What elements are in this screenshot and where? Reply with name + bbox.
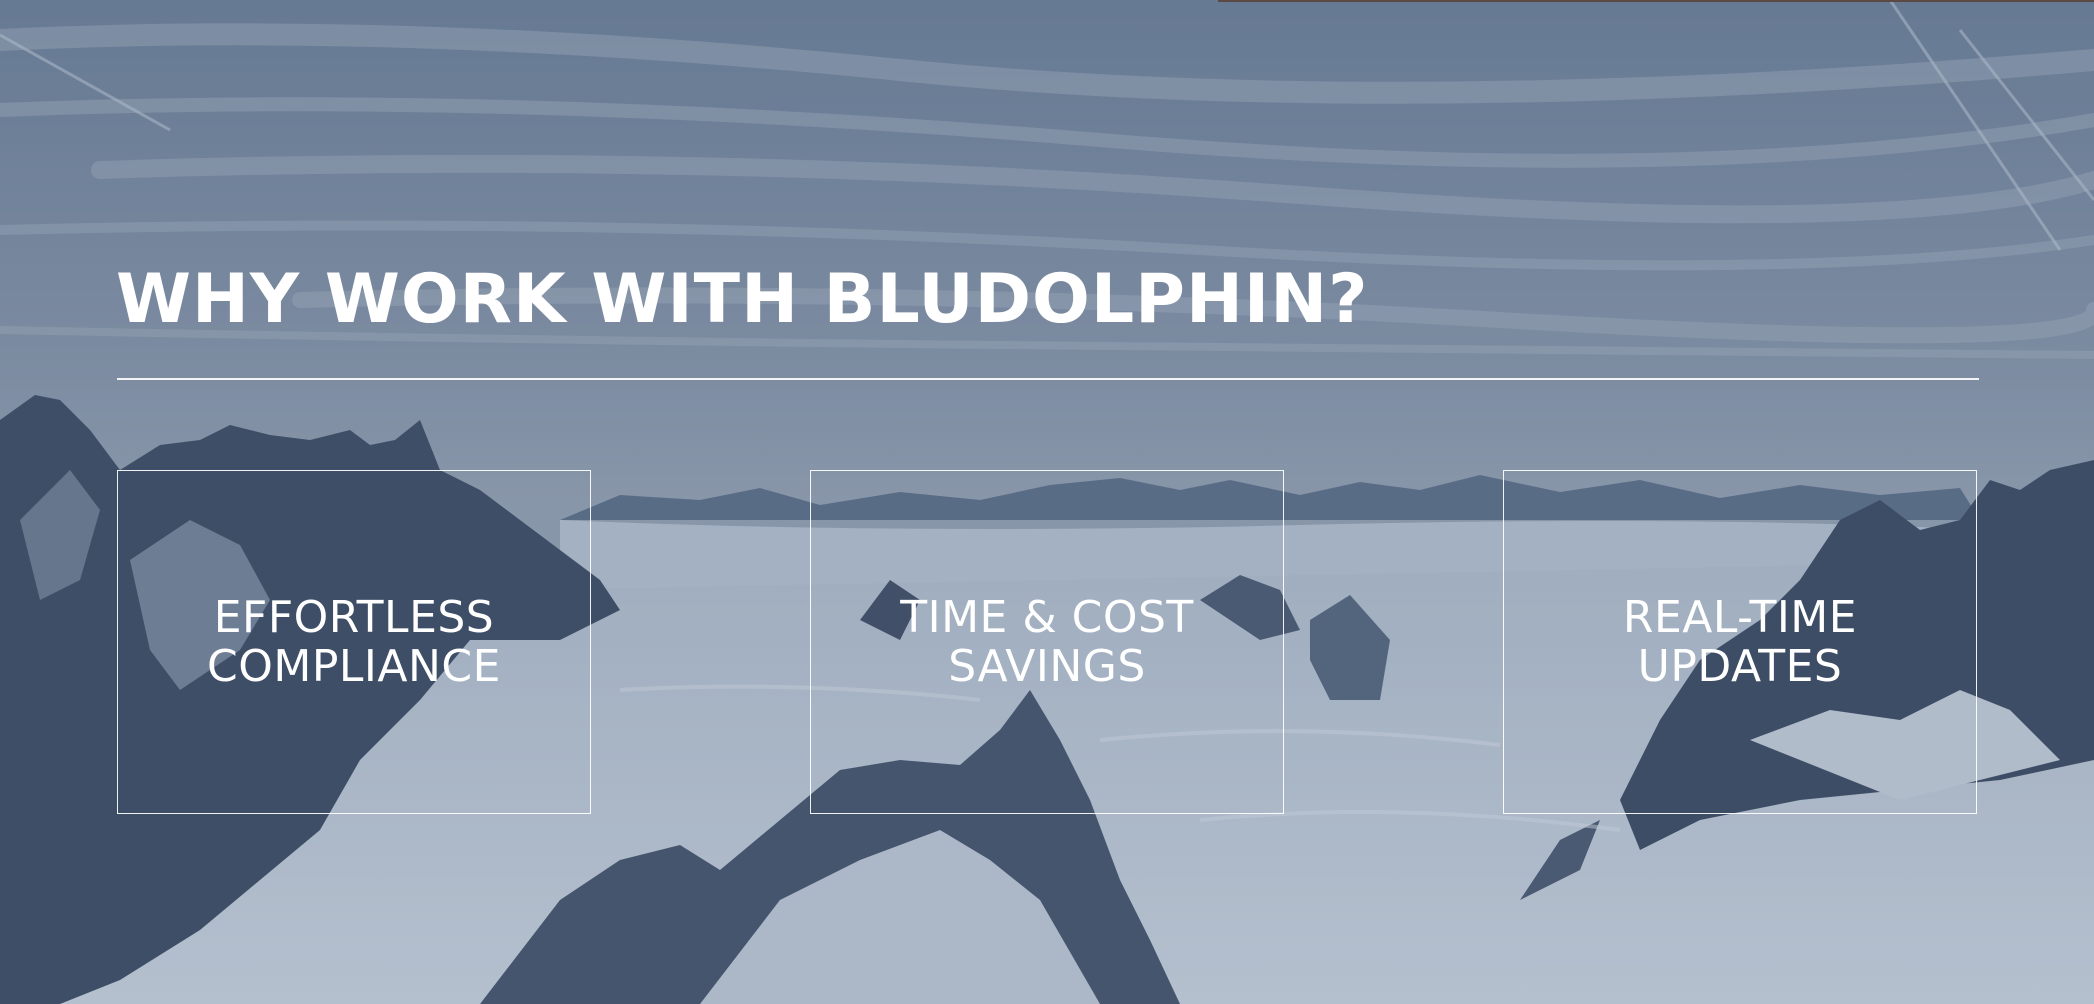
top-edge-strip [1218, 0, 2094, 2]
feature-card-real-time-updates: REAL-TIME UPDATES [1503, 470, 1977, 814]
feature-card-label-line: REAL-TIME [1622, 592, 1858, 643]
feature-card-label-line: COMPLIANCE [207, 641, 501, 692]
title-divider [117, 378, 1979, 380]
feature-card-label-line: SAVINGS [948, 641, 1146, 692]
feature-card-label: TIME & COST SAVINGS [811, 593, 1283, 691]
feature-card-effortless-compliance: EFFORTLESS COMPLIANCE [117, 470, 591, 814]
feature-card-label-line: TIME & COST [900, 592, 1194, 643]
feature-card-time-cost-savings: TIME & COST SAVINGS [810, 470, 1284, 814]
page-title: WHY WORK WITH BLUDOLPHIN? [116, 260, 1369, 339]
feature-card-label-line: UPDATES [1637, 641, 1843, 692]
feature-card-label: REAL-TIME UPDATES [1504, 593, 1976, 691]
feature-card-label-line: EFFORTLESS [213, 592, 495, 643]
feature-card-label: EFFORTLESS COMPLIANCE [118, 593, 590, 691]
